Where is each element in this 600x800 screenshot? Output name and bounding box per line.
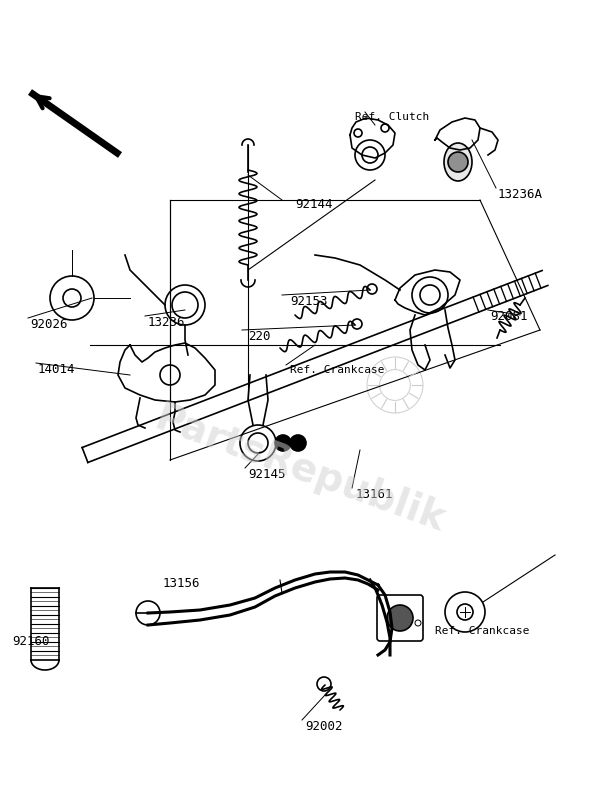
Text: 92002: 92002 [305, 720, 343, 733]
Ellipse shape [444, 143, 472, 181]
FancyBboxPatch shape [377, 595, 423, 641]
Text: 92153: 92153 [290, 295, 328, 308]
Text: Ref. Crankcase: Ref. Crankcase [435, 626, 530, 636]
Text: 220: 220 [248, 330, 271, 343]
Circle shape [367, 284, 377, 294]
Circle shape [275, 435, 291, 451]
Text: PartsRepublik: PartsRepublik [149, 400, 451, 540]
Text: 92145: 92145 [248, 468, 286, 481]
Text: 92081: 92081 [490, 310, 527, 323]
Text: 92160: 92160 [12, 635, 49, 648]
Circle shape [136, 601, 160, 625]
Text: 14014: 14014 [38, 363, 76, 376]
Text: 13236: 13236 [148, 316, 185, 329]
Circle shape [317, 677, 331, 691]
Text: Ref. Clutch: Ref. Clutch [355, 112, 429, 122]
Text: Ref. Crankcase: Ref. Crankcase [290, 365, 385, 375]
Text: 13236A: 13236A [498, 188, 543, 201]
Circle shape [445, 592, 485, 632]
Circle shape [290, 435, 306, 451]
Circle shape [387, 605, 413, 631]
Circle shape [50, 276, 94, 320]
Circle shape [352, 319, 362, 329]
Text: 92026: 92026 [30, 318, 67, 331]
Text: 13161: 13161 [356, 488, 394, 501]
Text: 13156: 13156 [163, 577, 200, 590]
Text: 92144: 92144 [295, 198, 332, 211]
Circle shape [448, 152, 468, 172]
